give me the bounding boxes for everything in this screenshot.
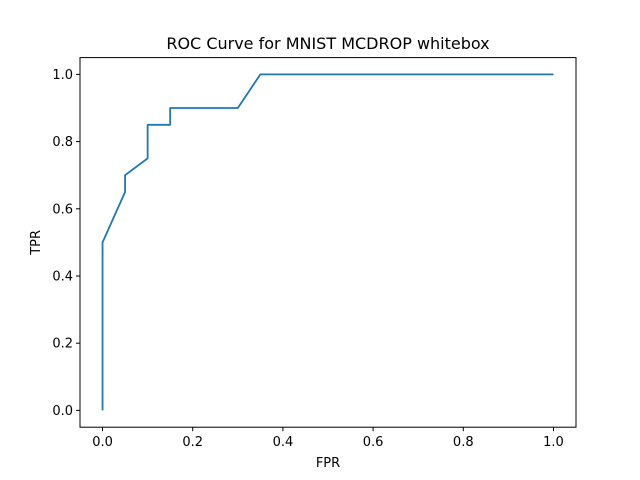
x-tick-label: 0.6	[363, 435, 384, 450]
y-tick-label: 0.0	[52, 404, 73, 419]
chart-title: ROC Curve for MNIST MCDROP whitebox	[166, 34, 489, 53]
x-tick-label: 1.0	[543, 435, 564, 450]
plot-area-frame	[79, 57, 577, 428]
ticks-layer: 0.0 0.2 0.4 0.6 0.8 1.0 0.0 0.2 0.4 0.6 0.8 1.0	[52, 68, 563, 450]
y-tick-label: 0.4	[52, 270, 73, 285]
y-tick-label: 0.2	[52, 337, 73, 352]
roc-curve-line-0	[101, 73, 554, 411]
y-tick-label: 1.0	[52, 68, 73, 83]
y-tick-label: 0.8	[52, 135, 73, 150]
x-tick-label: 0.0	[92, 435, 113, 450]
x-tick-label: 0.8	[453, 435, 474, 450]
y-axis-label: TPR	[29, 230, 44, 256]
x-tick-label: 0.4	[273, 435, 294, 450]
x-tick-label: 0.2	[182, 435, 203, 450]
y-tick-label: 0.6	[52, 202, 73, 217]
x-axis-label: FPR	[316, 456, 340, 471]
series-layer	[101, 73, 554, 411]
